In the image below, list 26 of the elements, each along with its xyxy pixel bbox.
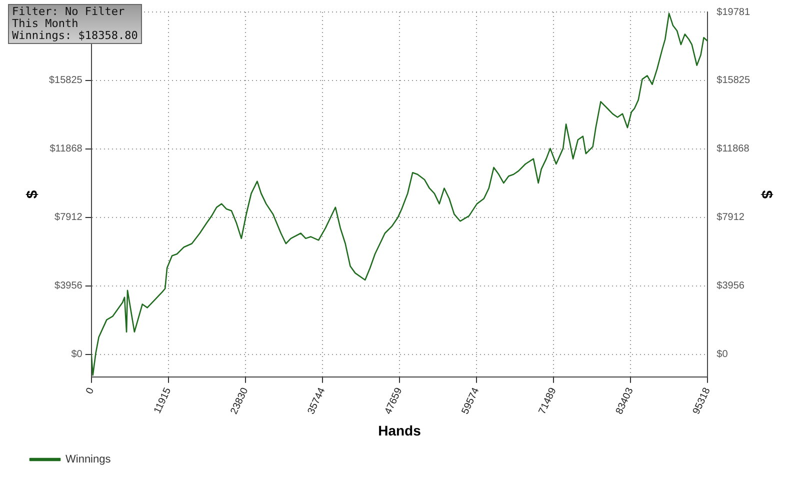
y2-tick-label: $7912 <box>716 212 745 224</box>
y2-tick-label: $0 <box>716 349 728 360</box>
x-tick-label: 95318 <box>691 386 714 416</box>
x-tick-label: 11915 <box>152 386 174 416</box>
x-tick-label: 23830 <box>228 386 251 416</box>
y-tick-label: $15825 <box>48 75 83 86</box>
y2-tick-label: $19781 <box>716 6 750 18</box>
x-tick-label: 59574 <box>460 386 482 416</box>
y2-tick-label: $15825 <box>716 75 750 86</box>
x-tick-label: 83403 <box>614 386 636 416</box>
y2-axis-title: $ <box>758 190 775 200</box>
y-tick-label: $11868 <box>50 144 83 155</box>
y2-tick-label: $11868 <box>716 144 750 155</box>
y2-tick-label: $3956 <box>716 280 745 292</box>
y-tick-label: $3956 <box>54 280 83 292</box>
annotation: Winnings: $18358.80 <box>12 29 138 42</box>
text: This Month <box>12 17 80 30</box>
x-tick-label: 0 <box>84 386 97 396</box>
y-tick-label: $0 <box>71 349 83 360</box>
y-tick-label: $7912 <box>54 212 83 224</box>
x-tick-label: 35744 <box>306 386 328 416</box>
x-axis-title: Hands <box>378 422 422 438</box>
y-axis-title: $ <box>24 190 42 199</box>
legend-label: Winnings <box>66 454 112 466</box>
x-tick-label: 47659 <box>382 386 405 416</box>
annotation: Filter: No Filter <box>12 5 126 18</box>
